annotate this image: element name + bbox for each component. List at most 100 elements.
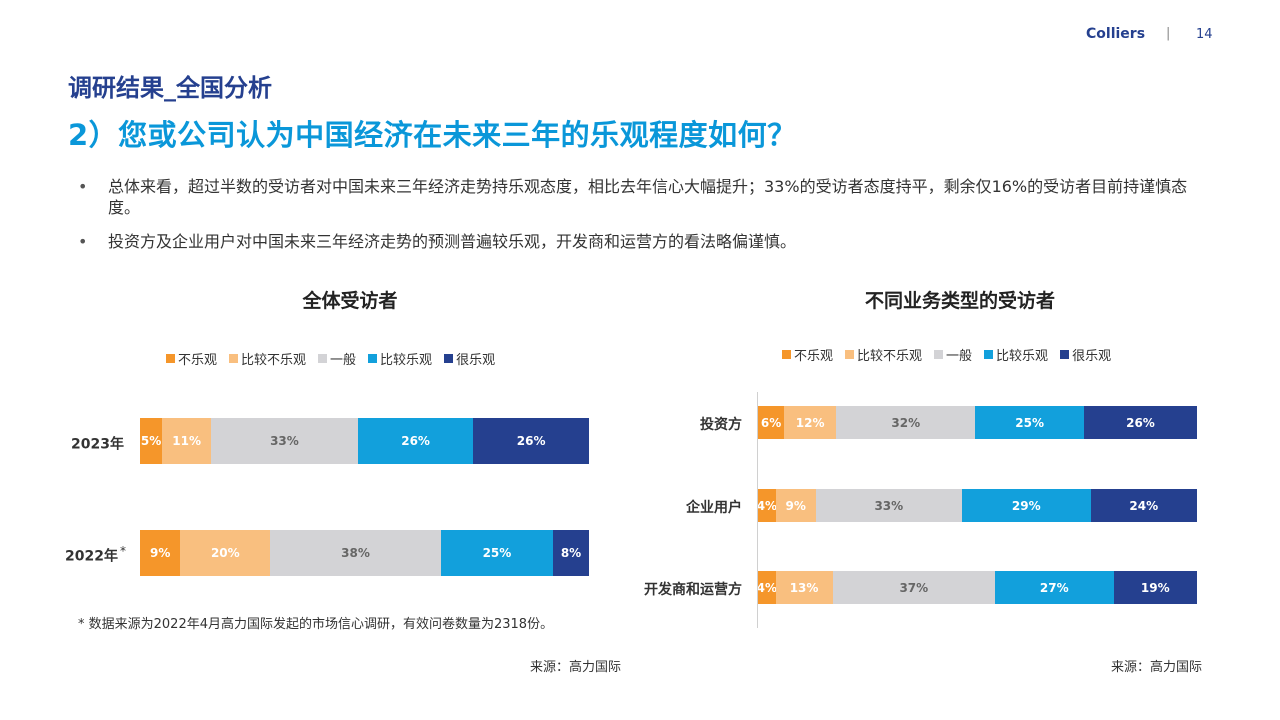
data-label: 37% (899, 580, 929, 595)
stacked-bar-2023: 5% 11% 33% 26% 26% (140, 418, 589, 464)
bar-segment: 24% (1090, 489, 1197, 522)
legend-swatch (984, 350, 994, 359)
bullet-list: • 总体来看，超过半数的受访者对中国未来三年经济走势持乐观态度，相比去年信心大幅提… (78, 176, 1218, 265)
legend-item: 一般 (934, 345, 972, 364)
legend-swatch (444, 354, 454, 363)
bar-segment: 12% (784, 406, 837, 439)
data-label: 24% (1129, 498, 1159, 513)
header-separator: | (1166, 26, 1171, 41)
chart-title-business-type: 不同业务类型的受访者 (864, 290, 1055, 312)
legend-swatch (782, 350, 791, 359)
legend-label: 比较不乐观 (241, 353, 307, 368)
data-label: 9% (785, 498, 806, 513)
axis-line (757, 392, 758, 628)
row-label-investor: 投资方 (700, 417, 742, 433)
bar-segment: 29% (961, 489, 1091, 522)
bar-segment: 26% (473, 418, 589, 464)
bar-segment: 38% (270, 530, 441, 576)
legend-label: 很乐观 (1072, 349, 1112, 364)
bar-segment: 4% (758, 489, 776, 522)
bar-segment: 26% (357, 418, 474, 464)
legend-swatch (166, 354, 175, 363)
data-label: 12% (795, 415, 825, 430)
bar-segment: 11% (162, 418, 212, 464)
bar-segment: 5% (140, 418, 163, 464)
row-label-corporate: 企业用户 (686, 500, 742, 516)
chart-legend-business-type: 不乐观 比较不乐观 一般 比较乐观 很乐观 (782, 345, 1111, 364)
bullet-item: • 总体来看，超过半数的受访者对中国未来三年经济走势持乐观态度，相比去年信心大幅提… (78, 176, 1218, 218)
legend-item: 比较不乐观 (229, 349, 306, 368)
legend-label: 比较不乐观 (857, 349, 923, 364)
bar-segment: 13% (775, 571, 833, 604)
legend-item: 比较乐观 (368, 349, 432, 368)
data-label: 4% (758, 580, 776, 595)
row-label-2023: 2023年 (71, 436, 124, 453)
bar-segment: 9% (140, 530, 181, 576)
source-right: 来源：高力国际 (1111, 660, 1203, 675)
data-label: 27% (1039, 580, 1069, 595)
page-number: 14 (1196, 27, 1213, 42)
legend-swatch (934, 350, 944, 359)
data-label: 26% (401, 434, 430, 448)
bullet-text: 总体来看，超过半数的受访者对中国未来三年经济走势持乐观态度，相比去年信心大幅提升… (108, 177, 1188, 217)
footnote: * 数据来源为2022年4月高力国际发起的市场信心调研，有效问卷数量为2318份… (78, 617, 554, 632)
data-label: 13% (789, 580, 819, 595)
brand-logo: Colliers (1086, 26, 1146, 42)
data-label: 20% (210, 546, 240, 560)
bar-segment: 4% (758, 571, 776, 604)
bar-segment: 9% (775, 489, 816, 522)
bar-segment: 19% (1113, 571, 1197, 604)
row-label-2022: 2022年 * (65, 544, 126, 565)
legend-swatch (229, 354, 239, 363)
bar-segment: 20% (180, 530, 271, 576)
data-label: 38% (341, 546, 370, 560)
legend-item: 很乐观 (1060, 345, 1111, 364)
data-label: 26% (516, 434, 546, 448)
bar-segment: 33% (211, 418, 358, 464)
row-label-developer: 开发商和运营方 (644, 582, 742, 598)
data-label: 33% (874, 498, 904, 513)
bullet-marker: • (78, 232, 88, 251)
stacked-bar-developer: 4% 13% 37% 27% 19% (758, 571, 1197, 604)
stacked-bar-corporate: 4% 9% 33% 29% 24% (758, 489, 1197, 522)
legend-label: 不乐观 (178, 353, 218, 368)
chart-title-overall: 全体受访者 (302, 290, 398, 312)
legend-item: 不乐观 (782, 345, 833, 364)
stacked-bar-2022: 9% 20% 38% 25% 8% (140, 530, 589, 576)
section-title: 调研结果_全国分析 (68, 74, 272, 102)
data-label: 6% (760, 415, 782, 430)
data-label: 9% (150, 546, 171, 560)
legend-item: 比较不乐观 (845, 345, 922, 364)
data-label: 29% (1011, 498, 1041, 513)
data-label: 33% (270, 434, 299, 448)
legend-label: 比较乐观 (996, 349, 1049, 364)
legend-item: 不乐观 (166, 349, 217, 368)
data-label: 11% (172, 434, 202, 448)
bar-segment: 8% (553, 530, 589, 576)
data-label: 19% (1140, 580, 1170, 595)
legend-label: 很乐观 (456, 353, 496, 368)
bar-segment: 26% (1083, 406, 1197, 439)
legend-item: 一般 (318, 349, 356, 368)
source-left: 来源：高力国际 (530, 660, 622, 675)
bar-segment: 33% (815, 489, 962, 522)
data-label: 25% (482, 546, 512, 560)
bullet-marker: • (78, 177, 88, 196)
legend-item: 比较乐观 (984, 345, 1048, 364)
legend-swatch (318, 354, 328, 363)
data-label: 25% (1015, 415, 1044, 430)
data-label: 26% (1126, 415, 1155, 430)
legend-label: 不乐观 (794, 349, 834, 364)
bullet-item: • 投资方及企业用户对中国未来三年经济走势的预测普遍较乐观，开发商和运营方的看法略… (78, 231, 1218, 252)
data-label: 32% (891, 415, 921, 430)
bar-segment: 25% (440, 530, 554, 576)
data-label: 4% (758, 498, 776, 513)
bar-segment: 37% (832, 571, 996, 604)
bar-segment: 25% (975, 406, 1084, 439)
data-label: 8% (560, 546, 582, 560)
legend-item: 很乐观 (444, 349, 495, 368)
legend-swatch (1060, 350, 1070, 359)
bar-segment: 27% (995, 571, 1114, 604)
legend-label: 一般 (946, 349, 973, 364)
stacked-bar-investor: 6% 12% 32% 25% 26% (758, 406, 1197, 439)
